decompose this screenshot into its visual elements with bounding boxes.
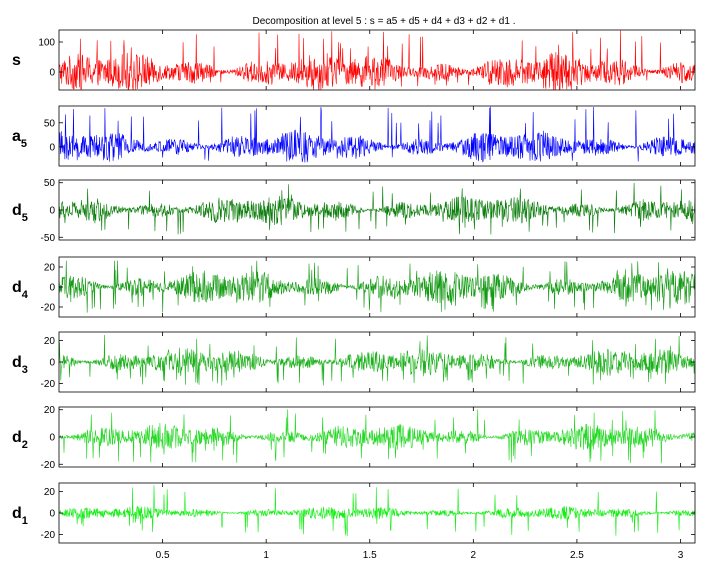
y-tick-label: 100: [38, 38, 55, 49]
signal-trace-d5: [59, 182, 695, 235]
y-tick-label: 20: [44, 487, 56, 498]
subplot-d1: -20 0 20 d1: [12, 482, 696, 544]
y-tick-label: 20: [44, 336, 56, 347]
row-label-d4: d4: [12, 279, 29, 301]
y-tick-label: 0: [49, 358, 55, 369]
y-tick-label: 50: [44, 178, 56, 189]
y-tick-label: -20: [41, 460, 56, 471]
subplot-frame: [58, 105, 696, 167]
x-tick-label: 3: [678, 550, 684, 561]
chart-title: Decomposition at level 5 : s = a5 + d5 +…: [253, 16, 516, 27]
signal-trace-s: [59, 30, 695, 90]
signal-trace-a5: [59, 106, 695, 163]
y-tick-label: -20: [41, 530, 56, 541]
subplot-d3: -20 0 20 d3: [12, 331, 696, 393]
signal-trace-d4: [59, 260, 695, 313]
x-tick-label: 1: [263, 550, 269, 561]
y-tick-label: 50: [44, 118, 56, 129]
y-tick-label: 20: [44, 405, 56, 416]
y-tick-label: -20: [41, 379, 56, 390]
y-tick-label: 0: [49, 283, 55, 294]
y-tick-label: 0: [49, 206, 55, 217]
y-tick-label: 20: [44, 263, 56, 274]
row-label-d3: d3: [12, 354, 28, 376]
x-tick-label: 1.5: [363, 550, 377, 561]
row-label-d5: d5: [12, 202, 28, 224]
y-tick-label: 0: [49, 509, 55, 520]
y-tick-label: 0: [49, 68, 55, 79]
subplot-a5: 0 50 a5: [12, 105, 696, 167]
y-tick-label: 0: [49, 433, 55, 444]
signal-trace-d1: [59, 485, 695, 537]
x-tick-label: 2.5: [570, 550, 584, 561]
y-tick-label: -20: [41, 303, 56, 314]
subplot-d4: -20 0 20 d4: [12, 256, 696, 318]
y-tick-label: -50: [41, 233, 56, 244]
x-tick-label: 2: [471, 550, 477, 561]
subplot-frame: [58, 29, 696, 91]
x-tick-label: 0.5: [156, 550, 170, 561]
subplot-s: 0 100 s: [12, 29, 696, 91]
row-label-s: s: [12, 52, 21, 69]
row-label-a5: a5: [12, 128, 27, 150]
x-axis: 0.5 1 1.5 2 2.5 3: [156, 550, 684, 561]
subplot-stack: 0 100 s 0 50 a5 -50 0 50 d5 -20 0 20 d4 -20 0 20 d3 -20 0 20…: [12, 29, 696, 544]
row-label-d2: d2: [12, 429, 28, 451]
row-label-d1: d1: [12, 505, 28, 527]
subplot-d2: -20 0 20 d2: [12, 405, 696, 471]
signal-trace-d3: [59, 334, 695, 386]
y-tick-label: 0: [49, 142, 55, 153]
subplot-d5: -50 0 50 d5: [12, 178, 696, 244]
signal-trace-d2: [59, 409, 695, 464]
